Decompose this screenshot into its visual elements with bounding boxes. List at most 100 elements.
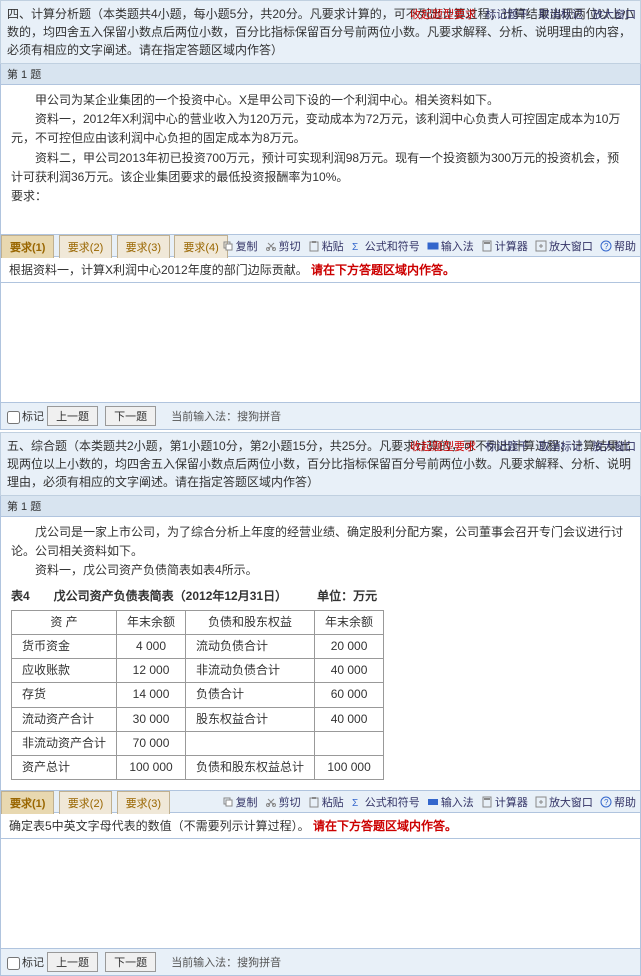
help-button[interactable]: ?帮助 <box>600 794 636 810</box>
calculator-icon <box>481 796 493 808</box>
table-row: 非流动资产合计70 000 <box>12 731 384 755</box>
table-cell: 100 000 <box>117 755 186 779</box>
formula-icon: Σ <box>351 240 363 252</box>
tab-req1[interactable]: 要求(1) <box>1 791 54 814</box>
mark-label: 标记 <box>22 957 44 969</box>
table-row: 存货14 000负债合计60 000 <box>12 683 384 707</box>
formula-button[interactable]: Σ公式和符号 <box>351 794 420 810</box>
q4-body-p4: 要求： <box>11 187 630 206</box>
q5-body-p2: 资料一，戊公司资产负债简表如表4所示。 <box>11 561 630 580</box>
table-cell: 非流动负债合计 <box>186 659 315 683</box>
tab-req3[interactable]: 要求(3) <box>117 791 170 814</box>
table-cell: 12 000 <box>117 659 186 683</box>
table-cell: 4 000 <box>117 634 186 658</box>
section4-bottom-bar: 标记 上一题 下一题 当前输入法：搜狗拼音 <box>0 403 641 430</box>
copy-button[interactable]: 复制 <box>222 238 258 254</box>
table-cell: 30 000 <box>117 707 186 731</box>
paste-button[interactable]: 粘贴 <box>308 794 344 810</box>
formula-icon: Σ <box>351 796 363 808</box>
formula-button[interactable]: Σ公式和符号 <box>351 238 420 254</box>
table-row: 应收账款12 000非流动负债合计40 000 <box>12 659 384 683</box>
enlarge-icon <box>535 796 547 808</box>
section5-prompt: 确定表5中英文字母代表的数值（不需要列示计算过程）。 请在下方答题区域内作答。 <box>0 813 641 839</box>
calculator-button[interactable]: 计算器 <box>481 794 528 810</box>
table-header-row: 资 产 年末余额 负债和股东权益 年末余额 <box>12 610 384 634</box>
tab-req3[interactable]: 要求(3) <box>117 235 170 258</box>
keyboard-icon <box>427 796 439 808</box>
section4-toolbar: 复制 剪切 粘贴 Σ公式和符号 输入法 计算器 放大窗口 ?帮助 <box>218 238 636 254</box>
keyboard-icon <box>427 240 439 252</box>
calculator-icon <box>481 240 493 252</box>
table-title: 表4 戊公司资产负债表简表（2012年12月31日） 单位：万元 <box>11 587 630 606</box>
input-method-button[interactable]: 输入法 <box>427 794 474 810</box>
table-row: 资产总计100 000负债和股东权益总计100 000 <box>12 755 384 779</box>
prev-button[interactable]: 上一题 <box>47 952 98 972</box>
section4-answer-area[interactable] <box>0 283 641 403</box>
section5-header-tools: 收起题型要求 标记题干 取消标记 放大窗口 <box>404 437 636 456</box>
q4-body-p3: 资料二，甲公司2013年初已投资700万元，预计可实现利润98万元。现有一个投资… <box>11 149 630 187</box>
table-cell: 应收账款 <box>12 659 117 683</box>
enlarge-button[interactable]: 放大窗口 <box>535 238 593 254</box>
enlarge-button[interactable]: 放大窗口 <box>535 794 593 810</box>
enlarge-window-link[interactable]: 放大窗口 <box>592 441 636 453</box>
table-cell: 流动资产合计 <box>12 707 117 731</box>
table-cell: 40 000 <box>315 707 384 731</box>
calculator-button[interactable]: 计算器 <box>481 238 528 254</box>
enlarge-window-link[interactable]: 放大窗口 <box>592 9 636 21</box>
table-cell <box>315 731 384 755</box>
cancel-mark-link[interactable]: 取消标记 <box>539 9 583 21</box>
section5-toolbar: 复制 剪切 粘贴 Σ公式和符号 输入法 计算器 放大窗口 ?帮助 <box>218 794 636 810</box>
section5-answer-area[interactable] <box>0 839 641 949</box>
collapse-link[interactable]: 收起题型要求 <box>410 441 476 453</box>
mark-checkbox[interactable] <box>7 957 20 970</box>
section4-header-tools: 收起题型要求 标记题干 取消标记 放大窗口 <box>404 5 636 24</box>
copy-button[interactable]: 复制 <box>222 794 258 810</box>
paste-icon <box>308 796 320 808</box>
cut-button[interactable]: 剪切 <box>265 238 301 254</box>
mark-stem-link[interactable]: 标记题干 <box>485 441 529 453</box>
table-cell: 股东权益合计 <box>186 707 315 731</box>
next-button[interactable]: 下一题 <box>105 952 156 972</box>
svg-text:Σ: Σ <box>352 798 358 808</box>
paste-button[interactable]: 粘贴 <box>308 238 344 254</box>
prompt-text: 根据资料一，计算X利润中心2012年度的部门边际贡献。 <box>9 263 308 277</box>
th-asset: 资 产 <box>12 610 117 634</box>
collapse-link[interactable]: 收起题型要求 <box>410 9 476 21</box>
table-cell: 非流动资产合计 <box>12 731 117 755</box>
q4-body-p2: 资料一，2012年X利润中心的营业收入为120万元，变动成本为72万元，该利润中… <box>11 110 630 148</box>
tab-req2[interactable]: 要求(2) <box>59 791 112 814</box>
q5-body-p1: 戊公司是一家上市公司，为了综合分析上年度的经营业绩、确定股利分配方案，公司董事会… <box>11 523 630 561</box>
section4-header: 四、计算分析题（本类题共4小题，每小题5分，共20分。凡要求计算的，可不列出计算… <box>0 0 641 64</box>
table-row: 流动资产合计30 000股东权益合计40 000 <box>12 707 384 731</box>
copy-icon <box>222 240 234 252</box>
table-cell: 流动负债合计 <box>186 634 315 658</box>
tab-req2[interactable]: 要求(2) <box>59 235 112 258</box>
ime-status: 当前输入法：搜狗拼音 <box>171 957 281 969</box>
section5-q1-label: 第 1 题 <box>0 496 641 517</box>
table-cell <box>186 731 315 755</box>
prompt-text: 确定表5中英文字母代表的数值（不需要列示计算过程）。 <box>9 819 310 833</box>
prompt-red: 请在下方答题区域内作答。 <box>311 263 455 277</box>
copy-icon <box>222 796 234 808</box>
paste-icon <box>308 240 320 252</box>
cut-button[interactable]: 剪切 <box>265 794 301 810</box>
section5-bottom-bar: 标记 上一题 下一题 当前输入法：搜狗拼音 <box>0 949 641 976</box>
svg-text:?: ? <box>604 798 609 807</box>
cut-icon <box>265 240 277 252</box>
section5-tabs-row: 要求(1) 要求(2) 要求(3) 复制 剪切 粘贴 Σ公式和符号 输入法 计算… <box>0 791 641 813</box>
next-button[interactable]: 下一题 <box>105 406 156 426</box>
mark-checkbox[interactable] <box>7 411 20 424</box>
help-button[interactable]: ?帮助 <box>600 238 636 254</box>
enlarge-icon <box>535 240 547 252</box>
tab-req1[interactable]: 要求(1) <box>1 235 54 258</box>
th-liab: 负债和股东权益 <box>186 610 315 634</box>
input-method-button[interactable]: 输入法 <box>427 238 474 254</box>
svg-text:?: ? <box>604 242 609 251</box>
table-cell: 60 000 <box>315 683 384 707</box>
prompt-red: 请在下方答题区域内作答。 <box>313 819 457 833</box>
cancel-mark-link[interactable]: 取消标记 <box>539 441 583 453</box>
mark-stem-link[interactable]: 标记题干 <box>485 9 529 21</box>
prev-button[interactable]: 上一题 <box>47 406 98 426</box>
ime-status: 当前输入法：搜狗拼音 <box>171 411 281 423</box>
section4-q1-label: 第 1 题 <box>0 64 641 85</box>
